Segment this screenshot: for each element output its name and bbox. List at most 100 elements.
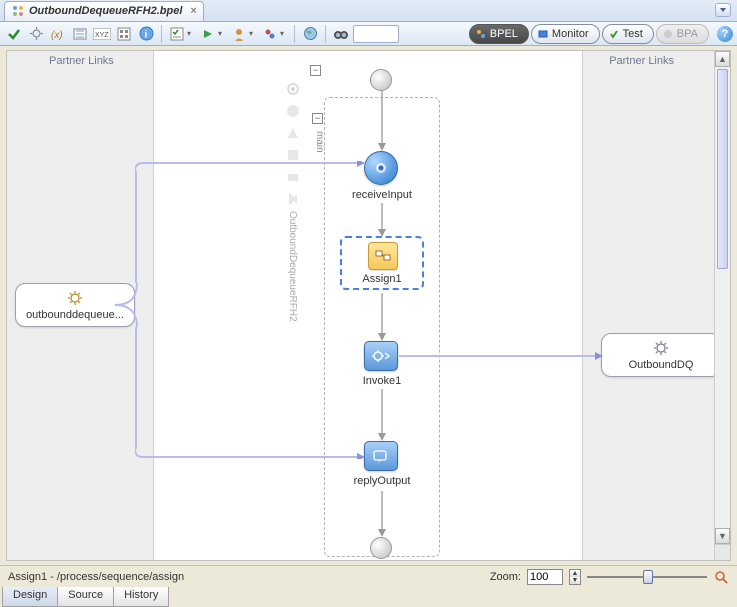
scope-collapse-toggle[interactable]: − — [310, 65, 321, 76]
magnifier-icon[interactable] — [713, 569, 729, 585]
bpa-view-label: BPA — [677, 28, 698, 40]
xslt-icon[interactable] — [70, 24, 90, 44]
partner-links-header-right: Partner Links — [609, 55, 674, 67]
scrollbar-thumb[interactable] — [717, 69, 728, 269]
close-tab-icon[interactable]: × — [190, 5, 196, 17]
monitor-view-button[interactable]: Monitor — [531, 24, 600, 44]
bpel-view-button[interactable]: BPEL — [469, 24, 529, 44]
palette-triangle-icon[interactable] — [285, 125, 301, 141]
svg-text:(x): (x) — [51, 30, 63, 41]
bpa-view-button: BPA — [656, 24, 709, 44]
process-end-node[interactable] — [370, 537, 392, 559]
test-view-button[interactable]: Test — [602, 24, 654, 44]
file-tab[interactable]: OutboundDequeueRFH2.bpel × — [4, 1, 204, 21]
sequence-name-label: main — [314, 131, 325, 153]
toolbar-separator — [161, 25, 162, 43]
zoom-slider[interactable] — [587, 570, 707, 584]
invoke-activity[interactable] — [364, 341, 398, 371]
tab-dropdown-button[interactable] — [715, 3, 731, 17]
assign-activity-selected[interactable]: Assign1 — [340, 236, 424, 290]
globe-icon[interactable] — [300, 24, 320, 44]
partner-wire — [133, 327, 139, 449]
vertical-scrollbar[interactable]: ▲ ▼ — [714, 51, 730, 544]
search-input[interactable] — [353, 25, 399, 43]
reply-label: replyOutput — [342, 475, 422, 487]
test-pill-icon — [609, 29, 619, 39]
tab-source[interactable]: Source — [57, 587, 114, 607]
status-bar: Assign1 - /process/sequence/assign Zoom:… — [0, 565, 737, 587]
properties-icon[interactable] — [114, 24, 134, 44]
run-icon[interactable] — [198, 24, 218, 44]
assign-label: Assign1 — [342, 273, 422, 285]
dropdown-arrow-icon[interactable]: ▾ — [280, 29, 288, 38]
palette-square-icon[interactable] — [285, 147, 301, 163]
variable-icon[interactable]: (x) — [48, 24, 68, 44]
gear-icon — [652, 339, 670, 357]
toolbar-separator — [325, 25, 326, 43]
dropdown-arrow-icon[interactable]: ▾ — [249, 29, 257, 38]
palette-assign-icon[interactable] — [285, 169, 301, 185]
svg-text:XYZ: XYZ — [95, 32, 109, 39]
spinner-up[interactable]: ▲ — [570, 570, 580, 577]
file-tab-label: OutboundDequeueRFH2.bpel — [29, 5, 182, 17]
palette-scope-icon[interactable] — [285, 81, 301, 97]
editor-bottom-tabs: Design Source History — [0, 587, 737, 607]
info-icon[interactable]: i — [136, 24, 156, 44]
receive-icon — [372, 159, 390, 177]
checklist-icon[interactable] — [167, 24, 187, 44]
zoom-spinner[interactable]: ▲▼ — [569, 569, 581, 585]
canvas-outer: Partner Links Partner Links − OutboundDe… — [6, 50, 731, 561]
palette-skip-icon[interactable] — [285, 191, 301, 207]
partner-links-header-left: Partner Links — [49, 55, 114, 67]
reply-activity[interactable] — [364, 441, 398, 471]
receive-activity[interactable] — [364, 151, 398, 185]
editor-tab-bar: OutboundDequeueRFH2.bpel × — [0, 0, 737, 22]
assign-icon — [374, 248, 392, 264]
partner-link-right-label: OutboundDQ — [629, 359, 694, 371]
monitor-view-label: Monitor — [552, 28, 589, 40]
gear-icon[interactable] — [26, 24, 46, 44]
zoom-controls: Zoom: ▲▼ — [490, 569, 729, 585]
bpel-view-label: BPEL — [490, 28, 518, 40]
dropdown-arrow-icon[interactable]: ▾ — [187, 29, 195, 38]
invoke-icon — [371, 347, 391, 365]
test-view-label: Test — [623, 28, 643, 40]
bpel-file-icon — [11, 4, 25, 18]
breadcrumb-label: Assign1 - /process/sequence/assign — [8, 571, 184, 583]
editor-toolbar: (x) XYZ i ▾ ▾ ▾ ▾ BPEL Monitor Test BPA … — [0, 22, 737, 46]
process-start-node[interactable] — [370, 69, 392, 91]
dropdown-arrow-icon[interactable]: ▾ — [218, 29, 226, 38]
person-icon[interactable] — [229, 24, 249, 44]
binoculars-icon[interactable] — [331, 24, 351, 44]
partner-link-left[interactable]: outbounddequeue... — [15, 283, 135, 327]
assign-activity[interactable] — [368, 242, 398, 270]
palette-receive-icon[interactable] — [285, 103, 301, 119]
reply-icon — [371, 447, 391, 465]
bpa-pill-icon — [663, 29, 673, 39]
scroll-down-button[interactable]: ▼ — [715, 528, 730, 544]
toolbar-separator — [294, 25, 295, 43]
xyz-icon[interactable]: XYZ — [92, 24, 112, 44]
diagram-area: Partner Links Partner Links − OutboundDe… — [0, 46, 737, 565]
validate-icon[interactable] — [4, 24, 24, 44]
partner-link-right[interactable]: OutboundDQ — [601, 333, 721, 377]
help-icon[interactable]: ? — [717, 26, 733, 42]
activity-palette — [284, 81, 302, 207]
scroll-corner — [714, 544, 730, 560]
slider-thumb[interactable] — [643, 570, 653, 584]
plugin-icon[interactable] — [260, 24, 280, 44]
sequence-collapse-toggle[interactable]: − — [312, 113, 323, 124]
tab-design[interactable]: Design — [2, 587, 58, 607]
monitor-pill-icon — [538, 29, 548, 39]
svg-text:i: i — [144, 30, 147, 41]
partner-link-left-label: outbounddequeue... — [26, 309, 124, 321]
tab-history[interactable]: History — [113, 587, 169, 607]
process-canvas[interactable]: − OutboundDequeueRFH2 − main receiveInpu… — [153, 51, 583, 560]
scope-name-label: OutboundDequeueRFH2 — [287, 211, 298, 322]
receive-label: receiveInput — [342, 189, 422, 201]
invoke-label: Invoke1 — [342, 375, 422, 387]
zoom-input[interactable] — [527, 569, 563, 585]
scroll-up-button[interactable]: ▲ — [715, 51, 730, 67]
zoom-label: Zoom: — [490, 571, 521, 583]
spinner-down[interactable]: ▼ — [570, 577, 580, 584]
